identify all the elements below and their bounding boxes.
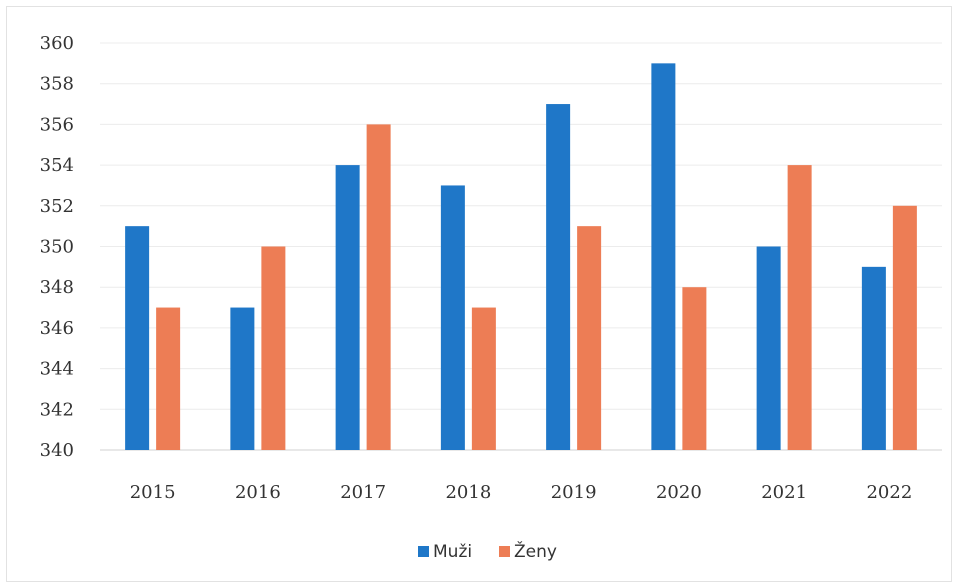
bars — [125, 63, 917, 451]
y-tick-label: 354 — [40, 155, 74, 176]
legend-swatch-Muži — [418, 546, 429, 557]
y-tick-label: 352 — [40, 196, 74, 217]
legend-label: Muži — [433, 542, 472, 562]
x-tick-label: 2022 — [866, 482, 912, 503]
y-tick-label: 342 — [40, 399, 74, 420]
gridlines — [100, 42, 942, 451]
bar-Ženy-2015 — [156, 307, 181, 450]
bar-Ženy-2017 — [366, 124, 391, 451]
y-tick-label: 344 — [40, 359, 74, 380]
y-tick-label: 350 — [40, 237, 74, 258]
bar-Ženy-2019 — [577, 226, 602, 450]
y-tick-label: 356 — [40, 114, 74, 135]
y-tick-label: 340 — [40, 440, 74, 461]
bar-Muži-2015 — [125, 226, 150, 450]
bar-Ženy-2020 — [682, 287, 707, 450]
legend-label: Ženy — [514, 540, 557, 562]
legend: Muži Ženy — [418, 540, 557, 562]
y-tick-label: 358 — [40, 74, 74, 95]
bar-Muži-2022 — [861, 266, 886, 450]
y-tick-label: 348 — [40, 277, 74, 298]
bar-Muži-2021 — [756, 246, 781, 450]
x-tick-label: 2020 — [656, 482, 702, 503]
y-tick-label: 346 — [40, 318, 74, 339]
x-tick-label: 2016 — [235, 482, 281, 503]
x-tick-label: 2017 — [340, 482, 386, 503]
y-axis-ticks: 340 342 344 346 348 350 352 354 356 358 360 — [40, 33, 74, 461]
y-tick-label: 360 — [40, 33, 74, 54]
x-tick-label: 2015 — [130, 482, 176, 503]
bar-Ženy-2016 — [261, 246, 286, 450]
bar-Muži-2017 — [335, 165, 360, 450]
bar-Muži-2020 — [651, 63, 676, 450]
bar-Ženy-2021 — [787, 165, 812, 450]
bar-Ženy-2022 — [892, 205, 917, 450]
x-tick-label: 2021 — [761, 482, 807, 503]
bar-Muži-2018 — [440, 185, 465, 450]
bar-Muži-2016 — [230, 307, 255, 450]
bar-Muži-2019 — [546, 104, 571, 451]
x-tick-label: 2018 — [445, 482, 491, 503]
x-tick-label: 2019 — [551, 482, 597, 503]
x-axis-ticks: 2015 2016 2017 2018 2019 2020 2021 2022 — [130, 482, 913, 503]
legend-swatch-Ženy — [499, 546, 510, 557]
bar-Ženy-2018 — [471, 307, 496, 450]
